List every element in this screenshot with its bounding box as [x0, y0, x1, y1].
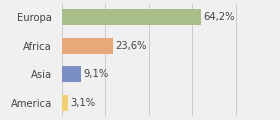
Bar — [62, 66, 81, 82]
Text: 23,6%: 23,6% — [115, 41, 147, 51]
Bar — [62, 95, 68, 111]
Text: 3,1%: 3,1% — [71, 98, 96, 108]
Text: 64,2%: 64,2% — [203, 12, 235, 22]
Text: 9,1%: 9,1% — [83, 69, 109, 79]
Bar — [62, 38, 113, 54]
Bar — [62, 9, 201, 25]
